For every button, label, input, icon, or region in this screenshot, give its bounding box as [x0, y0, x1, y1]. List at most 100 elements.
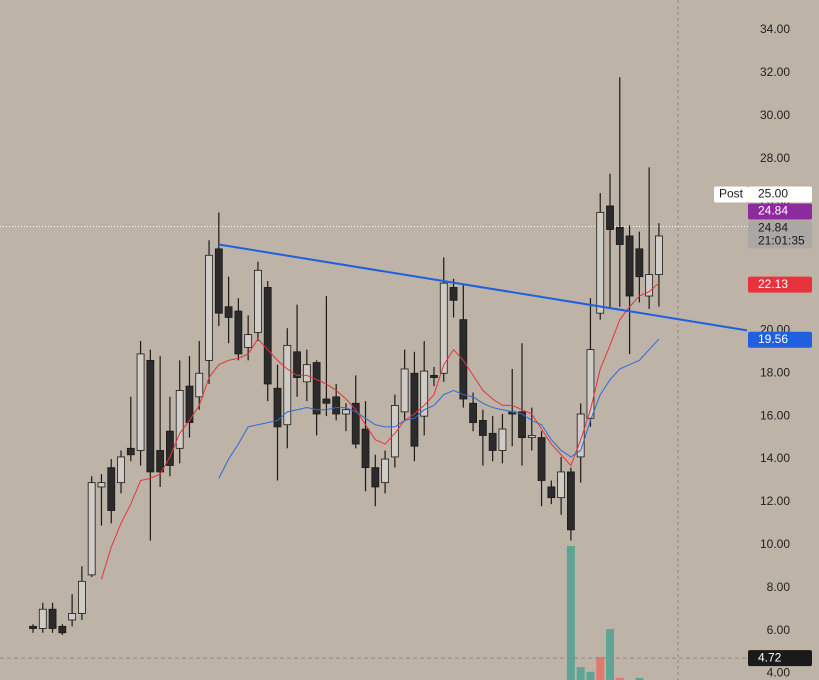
candle-body	[234, 310, 243, 355]
candle-body	[156, 450, 165, 473]
candle-body	[244, 334, 253, 348]
trendline	[218, 243, 748, 332]
candle-body	[557, 471, 566, 499]
moving-average	[100, 282, 660, 580]
volume-bar	[606, 629, 615, 680]
candle-body	[302, 364, 311, 383]
candle-body	[312, 362, 321, 415]
volume-bar	[615, 677, 624, 680]
y-tick-label: 18.00	[760, 365, 790, 379]
candle-body	[126, 447, 135, 456]
price-tag-label: 4.72	[758, 650, 782, 664]
volume-bar	[635, 677, 644, 680]
candle-body	[625, 235, 634, 297]
candle-body	[254, 269, 262, 333]
y-tick-label: 32.00	[760, 65, 790, 79]
price-tag	[748, 331, 812, 348]
candle-body	[175, 390, 184, 449]
candle-body	[488, 432, 497, 451]
y-tick-label: 12.00	[760, 494, 790, 508]
price-tag-label: 24.84	[758, 221, 788, 235]
candle-body	[449, 287, 458, 301]
candle-body	[478, 420, 487, 436]
candle-body	[136, 353, 145, 451]
session-tag-label: Post	[719, 187, 744, 201]
candle-body	[107, 467, 116, 511]
session-tag	[714, 186, 748, 203]
candle-body	[361, 428, 370, 469]
candle-body	[78, 580, 86, 614]
y-tick-label: 6.00	[767, 623, 791, 637]
y-tick-label: 34.00	[760, 22, 790, 36]
candle-body	[567, 471, 575, 531]
candle-body	[400, 368, 409, 413]
candle-body	[273, 387, 282, 428]
candle-body	[214, 248, 223, 314]
candle-body	[205, 254, 213, 361]
candle-body	[146, 359, 155, 473]
candle-body	[655, 235, 663, 275]
candle-body	[527, 435, 536, 439]
candle-body	[351, 402, 360, 445]
candle-body	[576, 413, 585, 458]
candle-body	[381, 458, 389, 484]
candle-body	[459, 319, 468, 400]
price-tag	[748, 186, 812, 203]
candle-body	[224, 306, 233, 318]
candle-body	[420, 370, 429, 417]
candle-body	[38, 608, 47, 629]
candle-body	[518, 411, 526, 439]
price-tag	[748, 276, 812, 293]
candle-body	[283, 344, 292, 426]
candle-body	[87, 482, 96, 576]
candle-body	[410, 372, 419, 447]
price-tag	[748, 203, 812, 220]
candle-body	[371, 467, 380, 488]
volume-bar	[576, 667, 585, 680]
candle-body	[58, 625, 67, 634]
candle-body	[439, 282, 448, 374]
candle-body	[498, 428, 507, 451]
candle-body	[615, 226, 624, 245]
candle-body	[293, 351, 301, 378]
candle-body	[469, 402, 478, 423]
candle-body	[29, 625, 37, 629]
price-tag-label: 22.13	[758, 277, 788, 291]
y-tick-label: 4.00	[767, 666, 791, 680]
candle-body	[117, 456, 125, 484]
candle-body	[537, 437, 546, 481]
candle-body	[645, 274, 654, 297]
candle-body	[596, 211, 605, 314]
y-tick-label: 10.00	[760, 537, 790, 551]
volume-bar	[586, 671, 595, 680]
candle-body	[68, 613, 77, 621]
candle-body	[635, 248, 644, 278]
price-tag	[748, 650, 812, 667]
volume-bar	[596, 656, 605, 680]
price-tag-label: 25.00	[758, 187, 788, 201]
candle-body	[430, 374, 438, 378]
y-tick-label: 30.00	[760, 108, 790, 122]
moving-average	[218, 338, 660, 479]
candle-body	[48, 608, 57, 629]
candle-body	[195, 372, 204, 398]
price-tag-label: 24.84	[758, 204, 788, 218]
candle-body	[606, 205, 614, 230]
price-tag-label: 19.56	[758, 332, 788, 346]
y-tick-label: 28.00	[760, 151, 790, 165]
y-tick-label: 14.00	[760, 451, 790, 465]
candle-body	[332, 396, 341, 415]
volume-bar	[566, 546, 575, 680]
price-tag	[748, 220, 812, 249]
candle-body	[342, 409, 350, 415]
candle-body	[547, 486, 556, 499]
y-tick-label: 16.00	[760, 408, 790, 422]
y-tick-label: 8.00	[767, 580, 791, 594]
candle-body	[97, 482, 106, 488]
candle-body	[390, 405, 399, 458]
candle-body	[322, 398, 331, 404]
price-tag-time: 21:01:35	[758, 234, 805, 248]
candle-body	[185, 385, 194, 423]
